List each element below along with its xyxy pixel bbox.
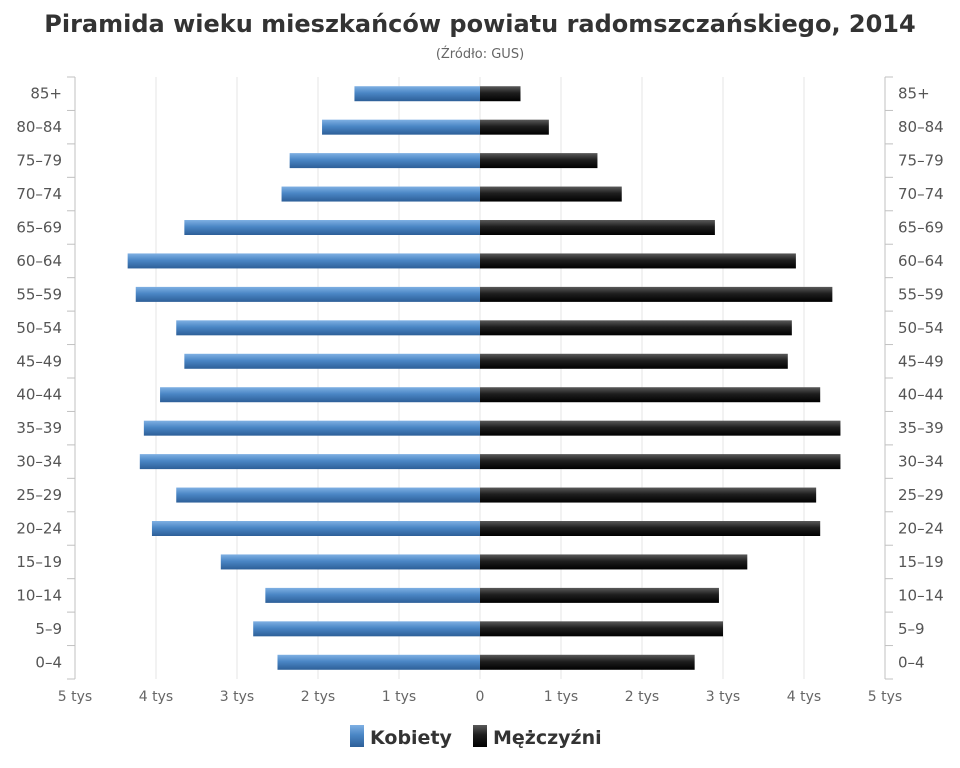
category-label-right: 70–74 [898,185,944,203]
bar-mezczyzni[interactable] [480,253,796,269]
bar-kobiety[interactable] [354,86,480,102]
legend-label-kobiety: Kobiety [370,727,453,749]
category-label-right: 30–34 [898,453,944,471]
bar-mezczyzni[interactable] [480,153,598,169]
category-label-right: 45–49 [898,352,944,370]
category-label-left: 75–79 [16,152,62,170]
category-label-right: 60–64 [898,252,944,270]
category-label-right: 10–14 [898,586,944,604]
bar-mezczyzni[interactable] [480,320,792,336]
bar-mezczyzni[interactable] [480,387,821,403]
bar-kobiety[interactable] [281,186,480,202]
legend-item-kobiety[interactable]: Kobiety [350,725,453,749]
bar-mezczyzni[interactable] [480,86,521,102]
category-label-left: 40–44 [16,386,62,404]
category-label-right: 5–9 [898,620,925,638]
category-label-left: 55–59 [16,285,62,303]
bar-mezczyzni[interactable] [480,186,622,202]
legend-label-mezczyzni: Mężczyźni [493,727,602,749]
labels-layer: 5 tys 4 tys 3 tys 2 tys 1 tys 0 1 tys 2 tys 3 ty… [16,85,943,705]
category-label-left: 70–74 [16,185,62,203]
x-tick-label: 2 tys [301,689,335,705]
x-tick-label: 5 tys [868,689,902,705]
bar-mezczyzni[interactable] [480,420,841,436]
category-label-left: 5–9 [35,620,62,638]
category-label-right: 15–19 [898,553,944,571]
chart-title: Piramida wieku mieszkańców powiatu radom… [44,10,915,38]
bar-mezczyzni[interactable] [480,487,817,503]
bar-kobiety[interactable] [322,119,480,135]
bar-kobiety[interactable] [176,487,480,503]
bar-kobiety[interactable] [265,587,480,603]
category-label-left: 35–39 [16,419,62,437]
x-tick-label: 3 tys [706,689,740,705]
category-label-right: 25–29 [898,486,944,504]
legend-swatch-mezczyzni [473,725,487,747]
bar-kobiety[interactable] [277,654,481,670]
bar-mezczyzni[interactable] [480,119,549,135]
category-label-left: 30–34 [16,453,62,471]
bar-mezczyzni[interactable] [480,621,723,637]
bar-kobiety[interactable] [160,387,481,403]
x-tick-label: 1 tys [544,689,578,705]
category-label-right: 85+ [898,85,930,103]
category-label-right: 55–59 [898,285,944,303]
x-tick-label: 2 tys [625,689,659,705]
category-label-left: 50–54 [16,319,62,337]
bar-kobiety[interactable] [184,220,480,235]
bar-kobiety[interactable] [135,286,480,302]
axis-layer [67,76,893,680]
category-label-left: 0–4 [35,653,62,671]
bar-kobiety[interactable] [127,253,481,269]
legend-item-mezczyzni[interactable]: Mężczyźni [473,725,602,749]
bar-mezczyzni[interactable] [480,521,821,536]
bar-mezczyzni[interactable] [480,587,719,603]
category-label-left: 10–14 [16,586,62,604]
bar-kobiety[interactable] [253,621,480,637]
category-label-left: 60–64 [16,252,62,270]
x-tick-label: 5 tys [58,689,92,705]
bar-mezczyzni[interactable] [480,654,695,670]
bar-mezczyzni[interactable] [480,353,788,369]
category-label-right: 20–24 [898,520,944,538]
legend: Kobiety Mężczyźni [350,725,602,749]
category-label-right: 80–84 [898,118,944,136]
category-label-left: 85+ [30,85,62,103]
bar-mezczyzni[interactable] [480,554,748,570]
bar-kobiety[interactable] [220,554,481,570]
legend-swatch-kobiety [350,725,364,747]
x-tick-label: 4 tys [139,689,173,705]
bar-kobiety[interactable] [184,353,480,369]
category-label-left: 20–24 [16,520,62,538]
bar-kobiety[interactable] [176,320,480,336]
category-label-right: 40–44 [898,386,944,404]
bar-mezczyzni[interactable] [480,220,715,235]
bar-kobiety[interactable] [139,454,481,470]
x-tick-label: 4 tys [787,689,821,705]
category-label-right: 50–54 [898,319,944,337]
category-label-right: 75–79 [898,152,944,170]
category-label-right: 0–4 [898,653,925,671]
category-label-left: 25–29 [16,486,62,504]
bars-layer [127,86,841,670]
x-tick-label: 1 tys [382,689,416,705]
bar-mezczyzni[interactable] [480,454,841,470]
chart-subtitle: (Źródło: GUS) [436,46,524,62]
category-label-right: 65–69 [898,219,944,237]
category-label-left: 65–69 [16,219,62,237]
category-label-left: 45–49 [16,352,62,370]
bar-kobiety[interactable] [151,521,480,536]
category-label-left: 80–84 [16,118,62,136]
x-tick-label: 0 [476,689,485,705]
bar-kobiety[interactable] [143,420,480,436]
bar-mezczyzni[interactable] [480,286,833,302]
bar-kobiety[interactable] [289,153,480,169]
x-tick-label: 3 tys [220,689,254,705]
category-label-left: 15–19 [16,553,62,571]
category-label-right: 35–39 [898,419,944,437]
